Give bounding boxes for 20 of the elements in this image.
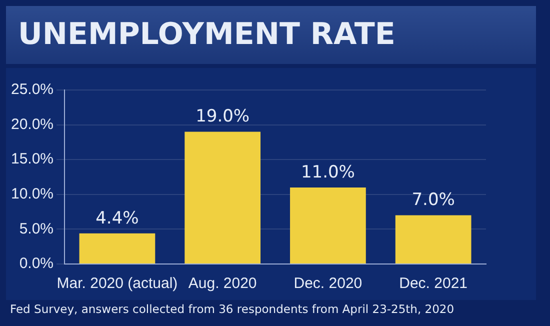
bar	[395, 215, 472, 264]
x-tick-label: Dec. 2020	[294, 275, 362, 292]
text: Fed Survey, answers collected from 36 respondents from April 23-25th, 2020	[10, 302, 454, 316]
data-label: 11.0%	[300, 162, 355, 182]
y-tick-label: 5.0%	[19, 220, 54, 238]
x-tick-label: Mar. 2020 (actual)	[56, 275, 178, 292]
data-label: 7.0%	[412, 190, 455, 210]
y-tick-label: 10.0%	[10, 186, 54, 203]
bar	[290, 187, 366, 264]
x-tick-label: Aug. 2020	[188, 275, 257, 292]
y-tick-label: 15.0%	[10, 150, 54, 168]
y-tick-label: 25.0%	[10, 81, 54, 98]
data-label: 19.0%	[196, 106, 250, 127]
y-tick-label: 0.0%	[19, 255, 54, 272]
bar	[184, 132, 261, 264]
data-label: 4.4%	[96, 208, 139, 228]
x-tick-label: Dec. 2021	[399, 275, 468, 292]
chart-title: UNEMPLOYMENT RATE	[6, 6, 536, 64]
y-tick-label: 20.0%	[10, 116, 54, 133]
bar	[79, 233, 156, 264]
